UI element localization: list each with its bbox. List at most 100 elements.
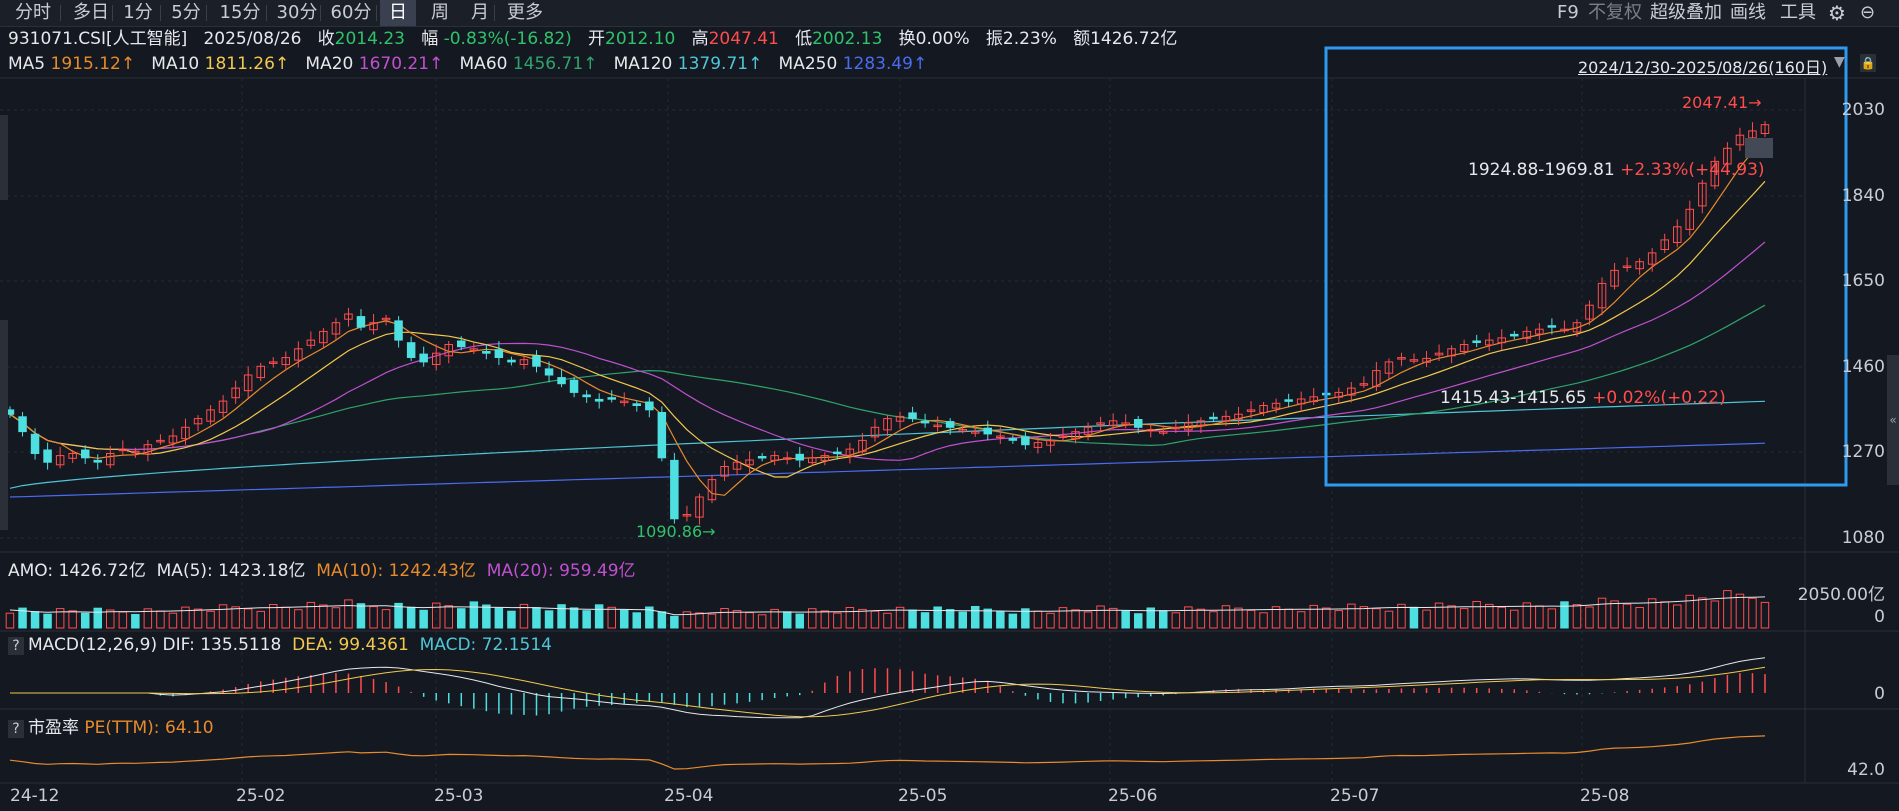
volume-bar (1397, 603, 1406, 629)
candle-body (1698, 182, 1707, 207)
date-range-selector[interactable]: 2024/12/30-2025/08/26(160日) (1578, 58, 1828, 77)
range-dropdown-icon[interactable]: ▼ (1834, 54, 1845, 70)
x-axis-label: 25-05 (898, 786, 948, 806)
candle-body (1071, 431, 1080, 440)
dif-label: DIF: (162, 635, 195, 655)
volume-bar (1008, 613, 1018, 629)
volume-bar (858, 608, 867, 629)
candle-body (406, 342, 416, 359)
candle-body (331, 322, 341, 335)
volume-bar (1146, 607, 1155, 629)
volume-bar (569, 607, 579, 629)
period-tab[interactable]: 多日 (73, 2, 109, 23)
period-tab[interactable]: 周 (431, 2, 449, 23)
volume-bar (106, 609, 115, 629)
f9-button[interactable]: F9 (1557, 2, 1579, 23)
left-edge-tab[interactable] (0, 115, 8, 200)
period-tab[interactable]: 5分 (171, 2, 201, 23)
x-axis-label: 25-06 (1108, 786, 1158, 806)
candle-body (131, 450, 140, 454)
volume-bar (507, 610, 516, 629)
period-tab[interactable]: 30分 (276, 2, 318, 23)
settings-gear-icon[interactable]: ⚙ (1828, 1, 1846, 25)
macd-label: MACD: (419, 635, 477, 655)
candle-body (93, 459, 102, 463)
period-tab[interactable]: 日 (380, 0, 416, 26)
candle-body (419, 353, 428, 363)
candle-body (507, 359, 516, 363)
candle-body (1610, 269, 1619, 287)
volume-bar (1472, 601, 1481, 629)
volume-bar (1522, 602, 1532, 629)
candle-body (1121, 422, 1130, 425)
draw-line-button[interactable]: 画线 (1730, 2, 1766, 23)
right-collapse-handle[interactable]: « (1887, 355, 1899, 485)
candle-body (243, 374, 253, 392)
open-value: 2012.10 (605, 29, 676, 49)
stat-change-text: +0.02%(+0.22) (1592, 388, 1726, 408)
candle-body (1760, 124, 1770, 134)
candle-body (971, 431, 980, 434)
candle-body (344, 313, 353, 320)
candle-body (670, 459, 679, 520)
period-low-label: 1090.86→ (636, 522, 716, 541)
pe-label: PE(TTM): (84, 718, 160, 738)
macd-panel-title: ? MACD(12,26,9) DIF: 135.5118 DEA: 99.436… (8, 635, 552, 655)
symbol-name: 931071.CSI[人工智能] (8, 29, 188, 49)
vol-ma20-label: MA(20): (486, 561, 554, 581)
candle-body (181, 426, 190, 440)
candle-body (569, 379, 579, 393)
candle-body (682, 514, 692, 517)
high-label: 高 (691, 29, 709, 49)
pe-help-icon[interactable]: ? (8, 720, 24, 738)
volume-bar (582, 610, 591, 629)
lock-icon[interactable]: 🔒 (1860, 54, 1876, 72)
minimize-icon[interactable]: ⊖ (1860, 2, 1876, 23)
volume-bar (1698, 597, 1707, 629)
candle-body (945, 421, 955, 428)
ma120-value: 1379.71↑ (677, 54, 763, 74)
candle-body (895, 415, 905, 422)
ma-row: MA5 1915.12↑ MA10 1811.26↑ MA20 1670.21↑… (8, 51, 927, 77)
ma5-line (9, 139, 1766, 496)
period-tab[interactable]: 1分 (123, 2, 153, 23)
period-tab[interactable]: 月 (471, 2, 489, 23)
change-value: -0.83%(-16.82) (443, 29, 572, 49)
volume-bar (1622, 603, 1632, 629)
period-tab[interactable]: 更多 (507, 2, 543, 23)
period-tab[interactable]: 分时 (15, 2, 51, 23)
candle-body (482, 351, 491, 354)
macd-help-icon[interactable]: ? (8, 637, 24, 655)
volume-bar (1647, 598, 1657, 629)
candle-body (1673, 226, 1682, 244)
candle-body (1246, 409, 1256, 412)
volume-bar (594, 604, 604, 629)
volume-bar (206, 610, 215, 629)
volume-bar (1710, 600, 1720, 629)
low-label: 低 (795, 29, 813, 49)
volume-bar (632, 612, 641, 629)
volume-bar (544, 610, 554, 629)
super-overlay-button[interactable]: 超级叠加 (1650, 2, 1722, 23)
volume-bar (557, 604, 566, 629)
candle-body (1597, 282, 1607, 309)
candle-body (1547, 325, 1557, 328)
tools-button[interactable]: 工具 (1780, 2, 1816, 23)
tab-separator (266, 5, 267, 21)
vol-ma5-value: 1423.18亿 (218, 561, 306, 581)
period-tab[interactable]: 15分 (219, 2, 261, 23)
volume-bar (444, 605, 453, 629)
volume-bar (1535, 605, 1544, 629)
candle-body (870, 426, 880, 438)
left-edge-tab[interactable] (0, 320, 8, 530)
period-tab[interactable]: 60分 (330, 2, 372, 23)
x-axis-label: 24-12 (10, 786, 60, 806)
turnover-label: 换 (898, 29, 916, 49)
ma5-label: MA5 (8, 54, 46, 74)
turnover-value: 0.00% (915, 29, 970, 49)
candle-body (306, 339, 316, 346)
volume-bar (81, 612, 90, 629)
candle-body (1748, 130, 1757, 139)
no-adjust-button[interactable]: 不复权 (1588, 2, 1642, 23)
